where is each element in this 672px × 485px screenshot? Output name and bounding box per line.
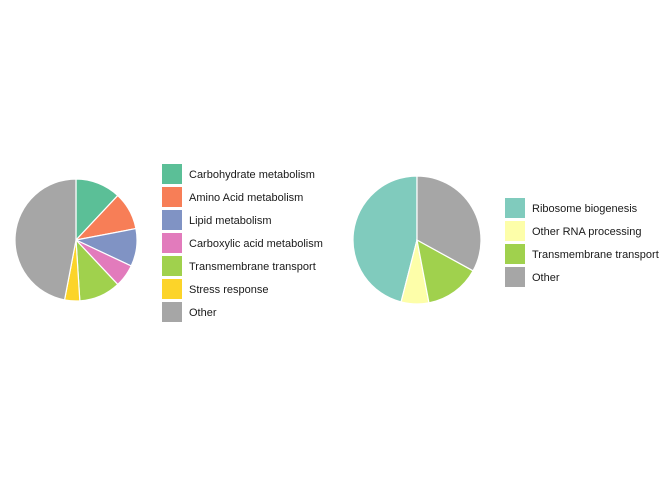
legend-label-stress-response: Stress response	[189, 284, 268, 296]
pie-slice-other	[416, 175, 482, 272]
legend-label-carbohydrate-metabolism: Carbohydrate metabolism	[189, 169, 315, 181]
legend-key-other-rna-processing	[505, 221, 525, 241]
legend-label-other-rna-processing: Other RNA processing	[532, 226, 641, 238]
legend-key-transmembrane-transport	[505, 244, 525, 264]
legend-label-amino-acid-metabolism: Amino Acid metabolism	[189, 192, 303, 204]
legend-label-carboxylic-acid-metabolism: Carboxylic acid metabolism	[189, 238, 323, 250]
legend-key-transmembrane-transport	[162, 256, 182, 276]
legend-label-other: Other	[189, 307, 217, 319]
pie-chart-2-legend: Ribosome biogenesis Other RNA processing T…	[505, 198, 659, 287]
legend-key-other	[162, 302, 182, 322]
legend-label-other: Other	[532, 272, 560, 284]
legend-key-other	[505, 267, 525, 287]
legend-label-transmembrane-transport: Transmembrane transport	[189, 261, 316, 273]
legend-key-carbohydrate-metabolism	[162, 164, 182, 184]
legend-key-lipid-metabolism	[162, 210, 182, 230]
pie-chart-1	[14, 178, 138, 302]
pie-slice-transmembrane-transport	[416, 238, 474, 304]
pie-chart-2	[352, 175, 482, 305]
legend-label-transmembrane-transport: Transmembrane transport	[532, 249, 659, 261]
legend-label-ribosome-biogenesis: Ribosome biogenesis	[532, 203, 638, 215]
legend-key-ribosome-biogenesis	[505, 198, 525, 218]
pie-chart-1-legend: Carbohydrate metabolism Amino Acid metabo…	[162, 164, 323, 322]
legend-key-stress-response	[162, 279, 182, 299]
pie-slice-other	[14, 178, 77, 301]
legend-key-carboxylic-acid-metabolism	[162, 233, 182, 253]
legend-label-lipid-metabolism: Lipid metabolism	[189, 215, 272, 227]
legend-key-amino-acid-metabolism	[162, 187, 182, 207]
pie-slice-ribosome-biogenesis	[352, 175, 418, 303]
